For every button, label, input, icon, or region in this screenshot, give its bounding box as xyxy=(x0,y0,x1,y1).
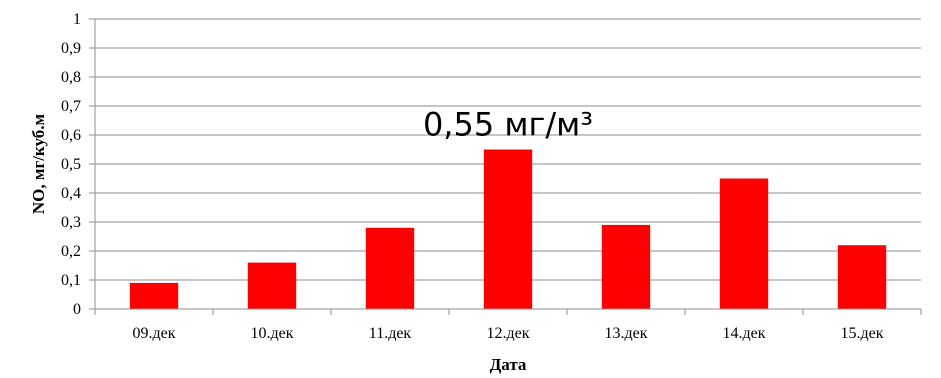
y-tick-label: 0,1 xyxy=(61,272,81,289)
y-tick-label: 0,9 xyxy=(61,40,81,57)
x-tick-label: 15.дек xyxy=(840,325,883,342)
y-tick-label: 0 xyxy=(73,301,81,318)
x-tick-label: 13.дек xyxy=(604,325,647,342)
y-tick-label: 0,3 xyxy=(61,214,81,231)
x-tick-label: 10.дек xyxy=(250,325,293,342)
y-tick-label: 0,4 xyxy=(61,185,81,202)
bar-15.дек xyxy=(837,245,887,309)
x-tick-label: 11.дек xyxy=(369,325,412,342)
y-tick-label: 1 xyxy=(73,11,81,28)
y-axis-title: NO, мг/куб.м xyxy=(29,113,48,214)
y-tick-label: 0,2 xyxy=(61,243,81,260)
y-tick-labels: 0 0,1 0,2 0,3 0,4 0,5 0,6 0,7 0,8 0,9 1 xyxy=(61,11,81,318)
axes xyxy=(94,19,921,310)
annotation-label: 0,55 мг/м³ xyxy=(423,106,593,144)
y-tick-label: 0,7 xyxy=(61,98,81,115)
x-tick-label: 12.дек xyxy=(486,325,529,342)
bars xyxy=(129,149,887,309)
bar-09.дек xyxy=(129,282,179,309)
bar-11.дек xyxy=(365,227,415,309)
y-tick-label: 0,5 xyxy=(61,156,81,173)
bar-13.дек xyxy=(601,224,651,309)
bar-10.дек xyxy=(247,262,297,309)
y-tick-label: 0,6 xyxy=(61,127,81,144)
x-tick-label: 14.дек xyxy=(722,325,765,342)
x-tick-labels: 09.дек 10.дек 11.дек 12.дек 13.дек 14.дек 15.д… xyxy=(132,325,883,342)
y-tick-label: 0,8 xyxy=(61,69,81,86)
x-axis-title: Дата xyxy=(490,355,527,374)
bar-14.дек xyxy=(719,178,769,309)
x-tick-label: 09.дек xyxy=(132,325,175,342)
bar-12.дек xyxy=(483,149,533,309)
